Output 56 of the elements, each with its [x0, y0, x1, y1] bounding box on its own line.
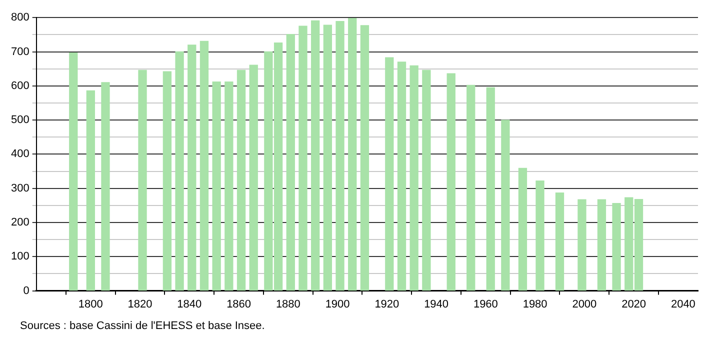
bar [162, 71, 172, 291]
bar [175, 51, 184, 291]
bar [86, 90, 95, 291]
bar [311, 20, 320, 291]
bar [101, 82, 110, 291]
y-tick-label: 600 [10, 80, 30, 92]
bar [298, 26, 308, 291]
bar [69, 52, 78, 291]
bar [286, 34, 295, 291]
x-tick-label: 1960 [473, 298, 498, 310]
x-tick-label: 2040 [670, 298, 696, 310]
y-tick-label: 0 [23, 284, 30, 297]
bar [555, 192, 564, 291]
bar [410, 65, 418, 291]
x-tick-label: 1900 [325, 298, 350, 310]
x-tick-label: 1920 [374, 298, 400, 310]
bar [200, 40, 209, 291]
bar [360, 25, 370, 291]
bar [578, 199, 586, 291]
x-tick-label: 1980 [522, 298, 548, 310]
bar [597, 199, 606, 291]
bar [446, 73, 456, 291]
bar [466, 84, 476, 291]
y-tick-label: 500 [10, 114, 30, 126]
bar [486, 87, 495, 291]
bar [612, 203, 621, 291]
bar [336, 21, 344, 291]
bar [224, 81, 234, 291]
bar [323, 24, 332, 291]
bar [212, 81, 221, 291]
y-tick-label: 100 [10, 250, 30, 263]
bar [236, 70, 246, 291]
y-tick-label: 300 [10, 182, 30, 194]
y-tick-label: 200 [10, 216, 30, 229]
x-tick-label: 1880 [276, 298, 300, 310]
bar [518, 168, 528, 291]
y-tick-label: 700 [10, 46, 30, 58]
x-tick-label: 1840 [177, 298, 202, 310]
x-tick-label: 1860 [226, 298, 252, 310]
y-tick-label: 800 [10, 12, 30, 24]
bar [536, 180, 544, 291]
x-tick-label: 1800 [78, 298, 103, 310]
y-tick-label: 400 [10, 148, 30, 160]
x-tick-label: 1820 [128, 298, 152, 310]
bar [249, 64, 258, 291]
bar [397, 62, 406, 291]
x-tick-label: 1940 [424, 298, 449, 310]
x-tick-label: 2000 [572, 298, 597, 310]
bar [348, 18, 357, 291]
bar [385, 57, 394, 291]
x-tick-label: 2020 [622, 298, 646, 310]
source-note: Sources : base Cassini de l'EHESS et base Insee. [20, 320, 266, 332]
bar [501, 120, 510, 291]
bar [138, 70, 147, 291]
bar [422, 70, 431, 291]
bar [188, 44, 196, 291]
